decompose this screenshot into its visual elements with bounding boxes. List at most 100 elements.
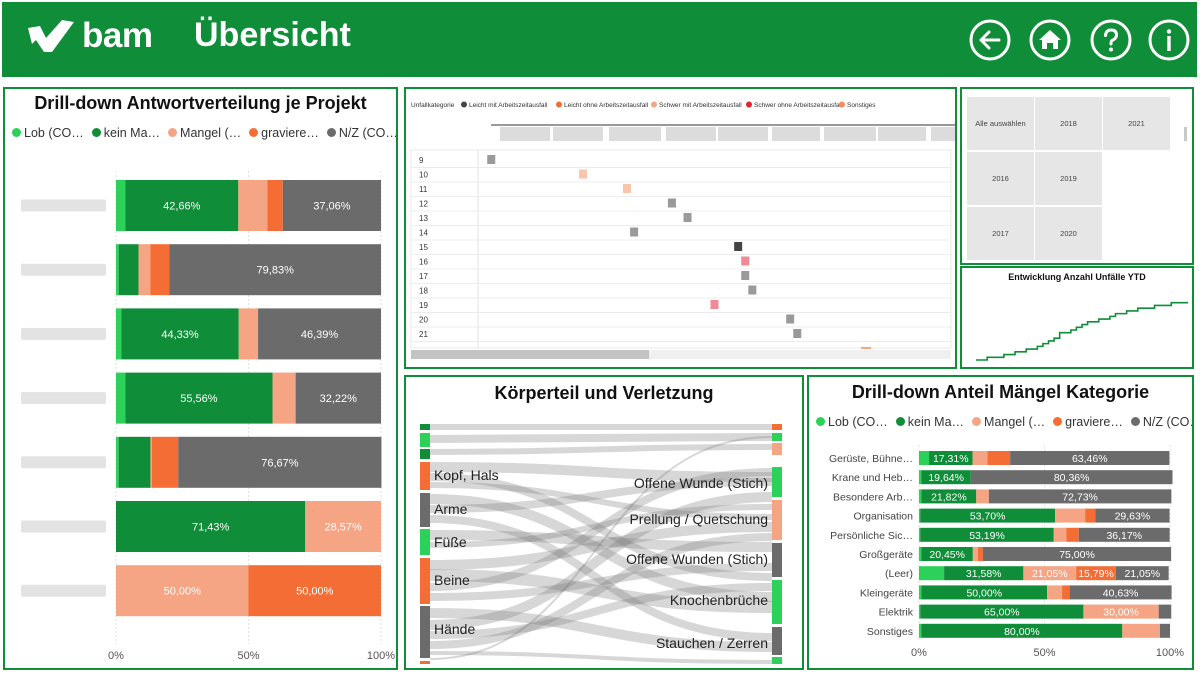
data-label: 40,63% bbox=[1103, 587, 1139, 599]
info-button[interactable] bbox=[1148, 19, 1190, 61]
bar-segment bbox=[116, 501, 306, 552]
back-button[interactable] bbox=[969, 19, 1011, 61]
data-label: 31,58% bbox=[966, 568, 1002, 580]
timeline-marker bbox=[748, 285, 757, 295]
sankey-link bbox=[429, 478, 773, 513]
bar-segment bbox=[972, 547, 978, 561]
timeline-marker bbox=[741, 256, 750, 266]
bar-segment bbox=[919, 585, 922, 600]
year-slicer-tile[interactable]: Alle auswählen bbox=[967, 97, 1034, 150]
sankey-link bbox=[429, 436, 773, 660]
timeline-marker bbox=[861, 347, 871, 349]
sankey-source-label: Füße bbox=[434, 534, 467, 550]
year-slicer-tile[interactable] bbox=[1103, 152, 1170, 205]
sankey-node bbox=[772, 580, 782, 624]
bar-segment bbox=[116, 565, 249, 617]
data-label: 17,31% bbox=[933, 453, 969, 465]
data-label: 21,05% bbox=[1124, 568, 1160, 580]
bar-segment bbox=[116, 372, 126, 424]
sankey-node bbox=[420, 462, 430, 490]
row-label: 16 bbox=[419, 258, 428, 267]
category-label: Kleingeräte bbox=[860, 587, 913, 599]
x-tick-label: 0% bbox=[911, 647, 927, 659]
accident-timeline-panel: Unfallkategorie Leicht mit Arbeitszeitaus… bbox=[404, 87, 957, 369]
legend-item-gravierend[interactable]: graviere… bbox=[1053, 415, 1123, 429]
bar-segment bbox=[169, 244, 381, 296]
bar-segment bbox=[921, 585, 1048, 600]
bar-segment bbox=[976, 489, 989, 504]
panel-title: Drill-down Antwortverteilung je Projekt bbox=[34, 93, 367, 113]
timeline-marker bbox=[630, 227, 639, 237]
bar-segment bbox=[919, 566, 945, 581]
timeline-marker bbox=[579, 169, 588, 179]
axis-label bbox=[931, 127, 955, 141]
data-label: 21,82% bbox=[931, 491, 967, 503]
sankey-node bbox=[420, 424, 430, 430]
legend-item-mangel[interactable]: Mangel (… bbox=[972, 415, 1045, 429]
axis-label bbox=[878, 127, 926, 141]
chart-legend: Lob (CO… kein Ma… Mangel (… graviere… N/… bbox=[12, 126, 396, 140]
legend-item-kein-mangel[interactable]: kein Ma… bbox=[91, 126, 160, 140]
timeline-marker bbox=[487, 155, 496, 164]
bar-segment bbox=[121, 308, 239, 360]
bar-segment bbox=[919, 547, 922, 561]
timeline-marker bbox=[741, 271, 750, 280]
x-tick-label: 100% bbox=[367, 650, 395, 662]
legend-item-kein-mangel[interactable]: kein Ma… bbox=[895, 415, 964, 429]
help-button[interactable] bbox=[1090, 19, 1132, 61]
year-slicer-tile[interactable]: 2018 bbox=[1035, 97, 1102, 150]
bar-segment bbox=[267, 180, 283, 231]
bar-segment bbox=[919, 623, 922, 638]
sankey-link bbox=[429, 468, 773, 591]
row-label: 9 bbox=[419, 156, 424, 165]
bar-segment bbox=[1053, 527, 1067, 542]
sankey-target-label: Knochenbrüche bbox=[670, 592, 768, 608]
year-slicer-tile[interactable]: 2019 bbox=[1035, 152, 1102, 205]
bar-segment bbox=[238, 308, 259, 360]
bar-segment bbox=[282, 180, 381, 231]
project-bar-chart: 0% 50% 100% 42,66% 37,06% 79,83% 44,33% 46,39% 5… bbox=[21, 171, 395, 662]
bar-segment bbox=[272, 372, 296, 424]
timeline-marker bbox=[786, 314, 795, 324]
body-part-injury-panel: Körperteil und Verletzung Kopf, Hals Arme… bbox=[404, 375, 804, 670]
row-label: 11 bbox=[419, 185, 428, 194]
year-slicer-tile[interactable]: 2021 bbox=[1103, 97, 1170, 150]
year-slicer-tile[interactable] bbox=[1103, 207, 1170, 260]
x-tick-label: 50% bbox=[1033, 647, 1055, 659]
data-label: 30,00% bbox=[1103, 607, 1139, 619]
legend-item: Leicht ohne Arbeitszeitausfall bbox=[564, 102, 649, 109]
category-label: Organisation bbox=[853, 511, 913, 523]
legend-item-nz[interactable]: N/Z (CO… bbox=[1130, 415, 1192, 429]
legend-item-gravierend[interactable]: graviere… bbox=[249, 126, 319, 140]
sankey-link bbox=[429, 522, 773, 570]
year-slicer-tile[interactable]: 2016 bbox=[967, 152, 1034, 205]
project-distribution-panel: Drill-down Antwortverteilung je Projekt … bbox=[3, 87, 398, 670]
data-label: 19,64% bbox=[928, 472, 964, 484]
legend-item-nz[interactable]: N/Z (CO… bbox=[326, 126, 396, 140]
home-button[interactable] bbox=[1029, 19, 1071, 61]
bar-segment bbox=[919, 508, 921, 523]
legend-item-lob[interactable]: Lob (CO… bbox=[816, 415, 888, 429]
legend-item-mangel[interactable]: Mangel (… bbox=[168, 126, 241, 140]
sankey-target-label: Offene Wunden (Stich) bbox=[626, 551, 768, 567]
data-label: 80,00% bbox=[1004, 626, 1040, 638]
row-label: 12 bbox=[419, 200, 428, 209]
year-slicer-tile[interactable]: 2017 bbox=[967, 207, 1034, 260]
bar-segment bbox=[1047, 585, 1063, 600]
sankey-source-label: Hände bbox=[434, 621, 475, 637]
bar-segment bbox=[1095, 508, 1170, 523]
axis-label bbox=[718, 127, 768, 141]
category-label: Gerüste, Bühne… bbox=[829, 453, 913, 465]
sankey-target-label: Prellung / Quetschung bbox=[629, 511, 768, 527]
axis-label bbox=[666, 127, 716, 141]
legend-item-lob[interactable]: Lob (CO… bbox=[12, 126, 84, 140]
bar-segment bbox=[1083, 604, 1159, 619]
sankey-source-label: Beine bbox=[434, 572, 470, 588]
sankey-link bbox=[429, 494, 773, 602]
bar-segment bbox=[305, 501, 381, 552]
slicer-scrollbar[interactable] bbox=[1184, 127, 1187, 141]
sankey-node bbox=[772, 500, 782, 540]
year-slicer-tile[interactable]: 2020 bbox=[1035, 207, 1102, 260]
sankey-link bbox=[429, 651, 773, 664]
trend-line bbox=[976, 301, 1188, 361]
